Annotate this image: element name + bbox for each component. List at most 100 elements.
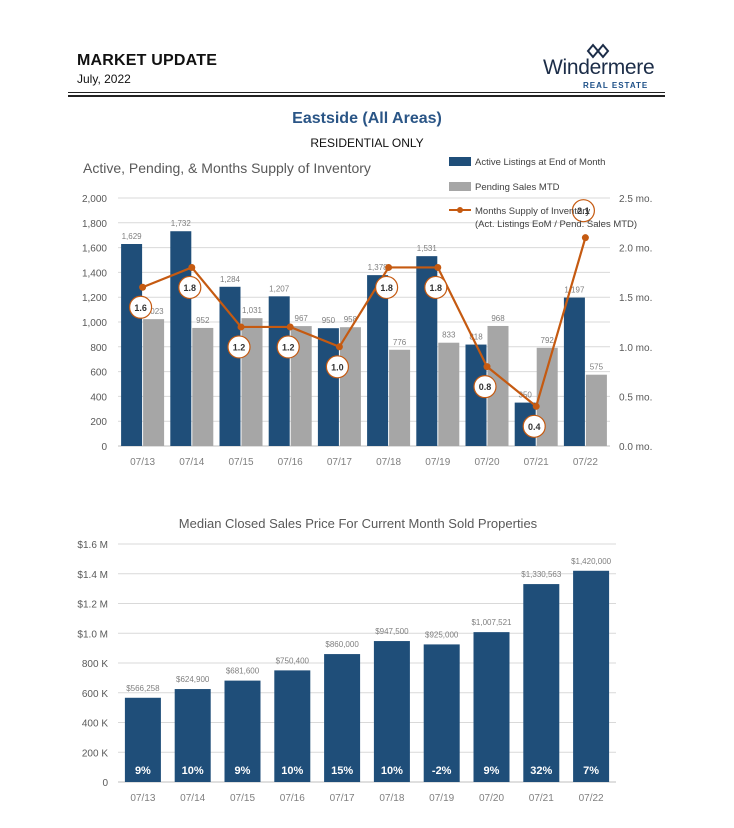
active-value-label: 950 [322, 316, 336, 325]
y-tick-label: 600 K [82, 689, 108, 700]
pending-sales-bar [339, 327, 361, 446]
active-value-label: 350 [519, 391, 533, 400]
median-price-bar [423, 644, 460, 782]
yoy-change-label: 7% [583, 765, 599, 777]
chart2-title: Median Closed Sales Price For Current Mo… [179, 516, 538, 531]
months-supply-point [237, 323, 245, 331]
y-tick-label: $1.0 M [77, 629, 108, 640]
months-supply-value-label: 1.0 [331, 362, 344, 372]
logo-wordmark: Windermere [543, 56, 655, 79]
months-supply-value-label: 1.6 [134, 303, 147, 313]
months-supply-value-label: 1.8 [184, 283, 197, 293]
price-value-label: $681,600 [226, 667, 260, 676]
x-tick-label: 07/13 [130, 457, 155, 468]
x-tick-label: 07/22 [579, 793, 604, 804]
legend-active-swatch [449, 157, 471, 166]
x-tick-label: 07/18 [379, 793, 404, 804]
yoy-change-label: -2% [432, 765, 452, 777]
x-tick-label: 07/15 [228, 457, 253, 468]
pending-sales-bar [487, 325, 509, 446]
yoy-change-label: 10% [182, 765, 204, 777]
x-tick-label: 07/15 [230, 793, 255, 804]
months-supply-value-label: 1.8 [380, 283, 393, 293]
yoy-change-label: 32% [530, 765, 552, 777]
x-tick-label: 07/22 [573, 457, 598, 468]
legend-active-label: Active Listings at End of Month [475, 157, 605, 168]
legend-pending-label: Pending Sales MTD [475, 182, 560, 193]
pending-value-label: 958 [344, 315, 358, 324]
y2-tick-label: 1.5 mo. [619, 293, 652, 304]
y2-tick-label: 0.0 mo. [619, 442, 652, 453]
pending-sales-bar [143, 319, 165, 446]
header-rule-thick [68, 95, 665, 97]
yoy-change-label: 10% [381, 765, 403, 777]
active-listings-bar [563, 297, 585, 446]
pending-value-label: 968 [491, 314, 505, 323]
y-tick-label: 0 [102, 778, 108, 789]
y-tick-label: $1.4 M [77, 570, 108, 581]
yoy-change-label: 9% [484, 765, 500, 777]
x-tick-label: 07/13 [130, 793, 155, 804]
y2-tick-label: 1.0 mo. [619, 343, 652, 354]
logo-mark-icon [586, 43, 610, 59]
header-rule-thin [68, 92, 665, 93]
y-tick-label: 1,200 [82, 293, 107, 304]
pending-value-label: 1,023 [144, 307, 165, 316]
pending-value-label: 952 [196, 316, 210, 325]
y-tick-label: 800 K [82, 659, 108, 670]
x-tick-label: 07/16 [278, 457, 303, 468]
median-price-bar [573, 570, 610, 782]
months-supply-label-circle [129, 295, 153, 319]
months-supply-line [142, 237, 587, 409]
pending-value-label: 833 [442, 331, 456, 340]
x-tick-label: 07/14 [179, 457, 204, 468]
months-supply-value-label: 0.4 [528, 422, 541, 432]
months-supply-point [286, 323, 294, 331]
x-tick-label: 07/19 [429, 793, 454, 804]
residential-subtitle: RESIDENTIAL ONLY [310, 136, 424, 150]
legend-msi-label: Months Supply of Inventory [475, 206, 590, 217]
x-tick-label: 07/14 [180, 793, 205, 804]
y-tick-label: $1.6 M [77, 540, 108, 551]
months-supply-label-circle [473, 375, 497, 399]
chart1-title: Active, Pending, & Months Supply of Inve… [83, 160, 371, 176]
x-tick-label: 07/17 [330, 793, 355, 804]
price-value-label: $947,500 [375, 627, 409, 636]
median-price-bar [224, 680, 261, 782]
yoy-change-label: 10% [281, 765, 303, 777]
months-supply-value-label: 2.1 [577, 206, 590, 216]
pending-value-label: 967 [295, 314, 309, 323]
region-title: Eastside (All Areas) [292, 110, 442, 127]
price-value-label: $860,000 [325, 640, 359, 649]
y-tick-label: 200 [90, 417, 107, 428]
months-supply-value-label: 1.2 [282, 342, 295, 352]
active-value-label: 818 [469, 333, 483, 342]
months-supply-label-circle [522, 414, 546, 438]
pending-sales-bar [389, 349, 411, 446]
active-value-label: 1,732 [171, 219, 192, 228]
legend-pending-swatch [449, 182, 471, 191]
x-tick-label: 07/20 [479, 793, 504, 804]
median-price-bar [124, 697, 161, 782]
x-tick-label: 07/16 [280, 793, 305, 804]
median-price-bar [274, 670, 311, 782]
pending-value-label: 776 [393, 338, 407, 347]
x-tick-label: 07/18 [376, 457, 401, 468]
y-tick-label: 400 K [82, 719, 108, 730]
x-tick-label: 07/19 [425, 457, 450, 468]
y-tick-label: $1.2 M [77, 600, 108, 611]
y-tick-label: 600 [90, 368, 107, 379]
months-supply-point [434, 263, 442, 271]
y-tick-label: 800 [90, 343, 107, 354]
months-supply-label-circle [571, 199, 596, 223]
months-supply-point [385, 263, 393, 271]
months-supply-label-circle [325, 355, 349, 379]
months-supply-point [483, 363, 491, 371]
active-value-label: 1,629 [122, 232, 143, 241]
months-supply-value-label: 1.2 [233, 342, 246, 352]
price-value-label: $750,400 [276, 656, 310, 665]
y2-tick-label: 0.5 mo. [619, 392, 652, 403]
active-listings-bar [219, 286, 241, 446]
